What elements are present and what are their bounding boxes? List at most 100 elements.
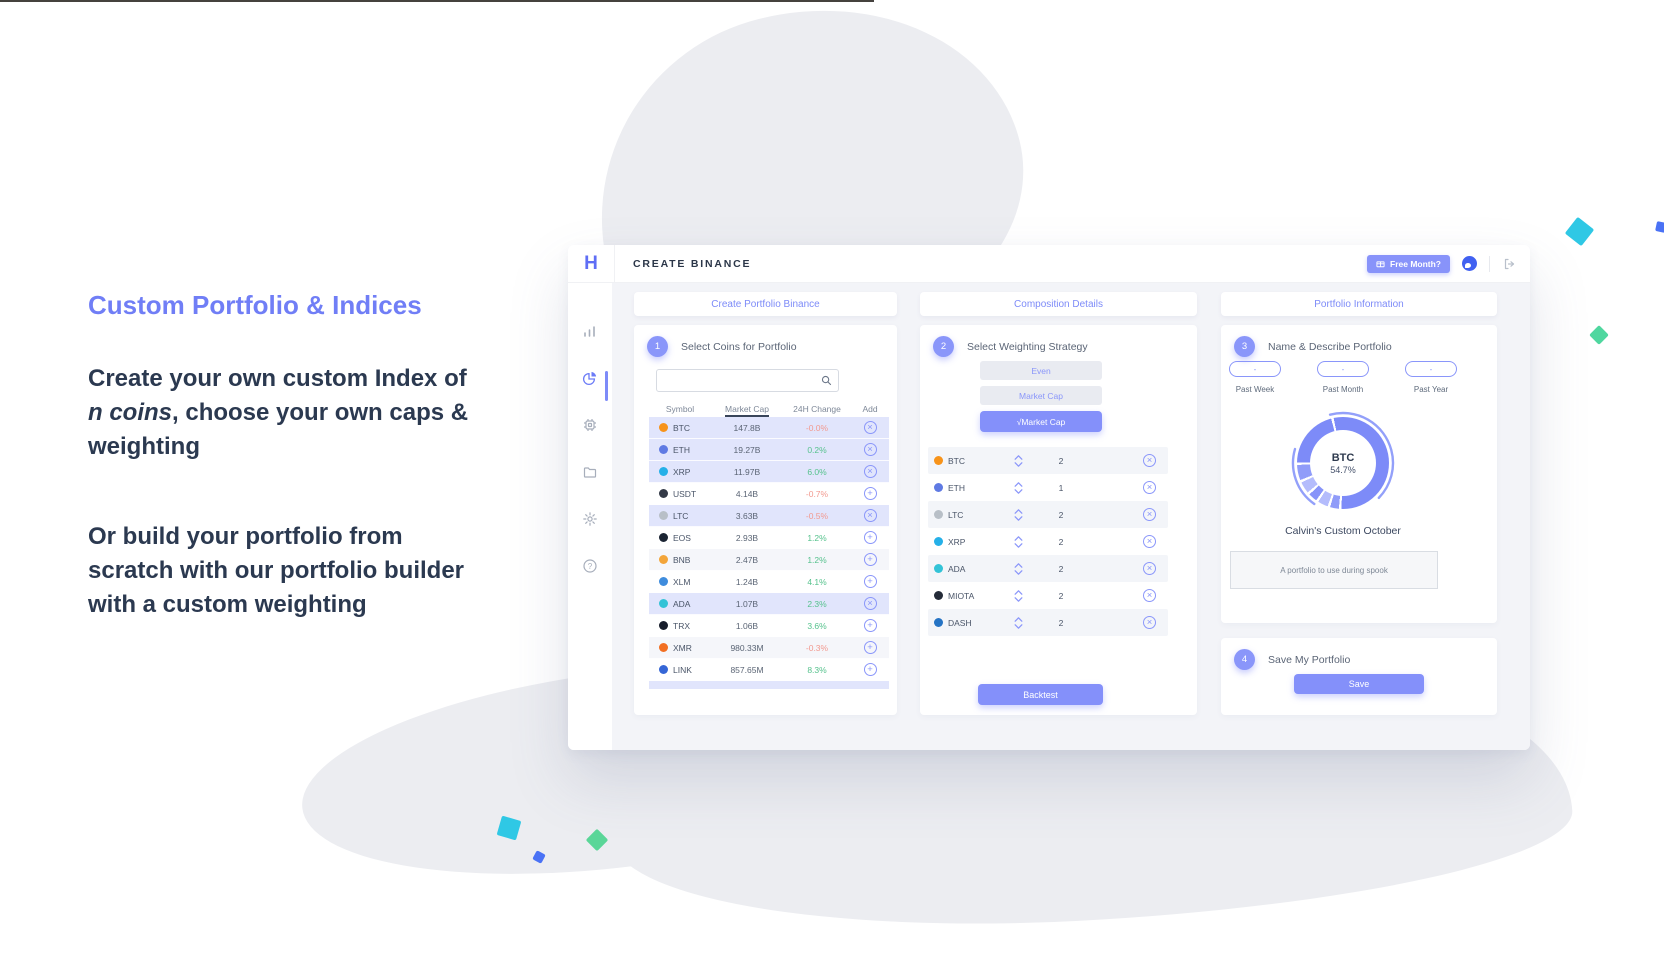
remove-coin-button[interactable]: ×: [863, 509, 877, 522]
remove-coin-button[interactable]: ×: [863, 597, 877, 610]
period-value-input[interactable]: -: [1405, 361, 1457, 377]
weighting-row-ltc: LTC 2 ×: [928, 501, 1168, 528]
tab-portfolio-information[interactable]: Portfolio Information: [1221, 292, 1497, 316]
folder-icon[interactable]: [582, 464, 598, 480]
backtest-button[interactable]: Backtest: [978, 684, 1103, 705]
remove-coin-button[interactable]: ×: [863, 465, 877, 478]
tab-composition-details[interactable]: Composition Details: [920, 292, 1197, 316]
coin-icon-xlm: [659, 577, 668, 586]
change-value: 0.2%: [807, 444, 827, 455]
column-header-24h-change[interactable]: 24H Change: [793, 403, 841, 414]
strategy-button-market-cap[interactable]: Market Cap: [980, 386, 1102, 405]
change-value: 3.6%: [807, 620, 827, 631]
strategy-buttons: Even Market Cap √Market Cap: [920, 361, 1162, 432]
portfolio-description-input[interactable]: A portfolio to use during spook: [1230, 551, 1438, 589]
table-row-usdt: USDT 4.14B -0.7% +: [649, 483, 889, 505]
sign-out-icon[interactable]: [1502, 257, 1516, 271]
stepper-down-button[interactable]: [1014, 515, 1023, 521]
remove-weighting-coin-button[interactable]: ×: [1143, 589, 1156, 602]
weight-value: 2: [1058, 536, 1064, 547]
step-badge-4: 4: [1234, 649, 1255, 670]
add-coin-button[interactable]: +: [863, 553, 877, 566]
stepper-down-button[interactable]: [1014, 623, 1023, 629]
remove-weighting-coin-button[interactable]: ×: [1143, 616, 1156, 629]
help-icon[interactable]: ?: [582, 558, 598, 574]
add-coin-button[interactable]: +: [863, 575, 877, 588]
change-value: -0.0%: [805, 422, 829, 433]
svg-text:?: ?: [588, 562, 593, 571]
remove-coin-button[interactable]: ×: [863, 443, 877, 456]
weighting-panel: 2 Select Weighting Strategy Even Market C…: [920, 325, 1197, 715]
strategy-button-even[interactable]: Even: [980, 361, 1102, 380]
coin-symbol: XLM: [673, 576, 691, 587]
portfolio-name: Calvin's Custom October: [1285, 525, 1401, 537]
chip-icon[interactable]: [582, 417, 598, 433]
remove-weighting-coin-button[interactable]: ×: [1143, 481, 1156, 494]
stepper-up-button[interactable]: [1014, 454, 1023, 460]
save-button[interactable]: Save: [1294, 674, 1424, 694]
add-coin-button[interactable]: +: [863, 641, 877, 654]
stepper-up-button[interactable]: [1014, 508, 1023, 514]
stepper-up-button[interactable]: [1014, 562, 1023, 568]
gear-icon[interactable]: [582, 511, 598, 527]
strategy-button-market-cap[interactable]: √Market Cap: [980, 411, 1102, 432]
period-value-input[interactable]: -: [1317, 361, 1369, 377]
remove-weighting-coin-button[interactable]: ×: [1143, 508, 1156, 521]
step-badge-3: 3: [1234, 336, 1255, 357]
stepper-up-button[interactable]: [1014, 616, 1023, 622]
stepper-down-button[interactable]: [1014, 596, 1023, 602]
stepper-down-button[interactable]: [1014, 488, 1023, 494]
remove-weighting-coin-button[interactable]: ×: [1143, 454, 1156, 467]
remove-weighting-coin-button[interactable]: ×: [1143, 535, 1156, 548]
portfolio-panel-title: Name & Describe Portfolio: [1268, 340, 1392, 353]
coins-panel-title: Select Coins for Portfolio: [681, 340, 797, 353]
pie-chart-icon[interactable]: [582, 370, 598, 386]
support-chat-icon[interactable]: [1462, 256, 1477, 271]
header-divider: [614, 244, 615, 283]
search-icon[interactable]: [821, 375, 832, 386]
stepper-up-button[interactable]: [1014, 481, 1023, 487]
remove-coin-button[interactable]: ×: [863, 421, 877, 434]
remove-weighting-coin-button[interactable]: ×: [1143, 562, 1156, 575]
column-header-market-cap[interactable]: Market Cap: [711, 403, 783, 417]
weight-value: 2: [1058, 590, 1064, 601]
coin-search-input[interactable]: [657, 375, 821, 386]
table-row-trx: TRX 1.06B 3.6% +: [649, 615, 889, 637]
page-title: Custom Portfolio & Indices: [88, 290, 422, 320]
change-value: 4.1%: [807, 576, 827, 587]
sidebar: ?: [568, 283, 612, 750]
donut-center: BTC 54.7%: [1310, 430, 1376, 496]
stepper-down-button[interactable]: [1014, 542, 1023, 548]
coin-icon-xrp: [659, 467, 668, 476]
bar-chart-icon[interactable]: [582, 323, 598, 339]
stepper-down-button[interactable]: [1014, 461, 1023, 467]
coin-icon-eth: [934, 483, 943, 492]
period-label: Past Month: [1322, 385, 1364, 394]
coin-icon-dash: [934, 618, 943, 627]
add-coin-button[interactable]: +: [863, 487, 877, 500]
table-row-link: LINK 857.65M 8.3% +: [649, 659, 889, 681]
add-coin-button[interactable]: +: [863, 531, 877, 544]
market-cap-value: 4.14B: [735, 488, 759, 499]
add-coin-button[interactable]: +: [863, 663, 877, 676]
column-header-symbol[interactable]: Symbol: [665, 403, 695, 414]
donut-center-symbol: BTC: [1331, 451, 1355, 464]
add-coin-button[interactable]: +: [863, 619, 877, 632]
free-month-button[interactable]: Free Month?: [1367, 254, 1450, 273]
period-value-input[interactable]: -: [1229, 361, 1281, 377]
change-value: 2.3%: [807, 598, 827, 609]
gift-icon: [1376, 259, 1385, 268]
coin-symbol: BTC: [673, 422, 690, 433]
change-value: -0.7%: [805, 488, 829, 499]
stepper-up-button[interactable]: [1014, 589, 1023, 595]
donut-outer-arcs: [1291, 411, 1395, 515]
table-row-xmr: XMR 980.33M -0.3% +: [649, 637, 889, 659]
coin-icon-ada: [934, 564, 943, 573]
confetti-square-3: [1589, 325, 1609, 345]
coin-symbol: DASH: [948, 617, 972, 628]
stepper-up-button[interactable]: [1014, 535, 1023, 541]
change-value: 6.0%: [807, 466, 827, 477]
stepper-down-button[interactable]: [1014, 569, 1023, 575]
column-header-add[interactable]: Add: [862, 403, 878, 414]
tab-create-portfolio[interactable]: Create Portfolio Binance: [634, 292, 897, 316]
